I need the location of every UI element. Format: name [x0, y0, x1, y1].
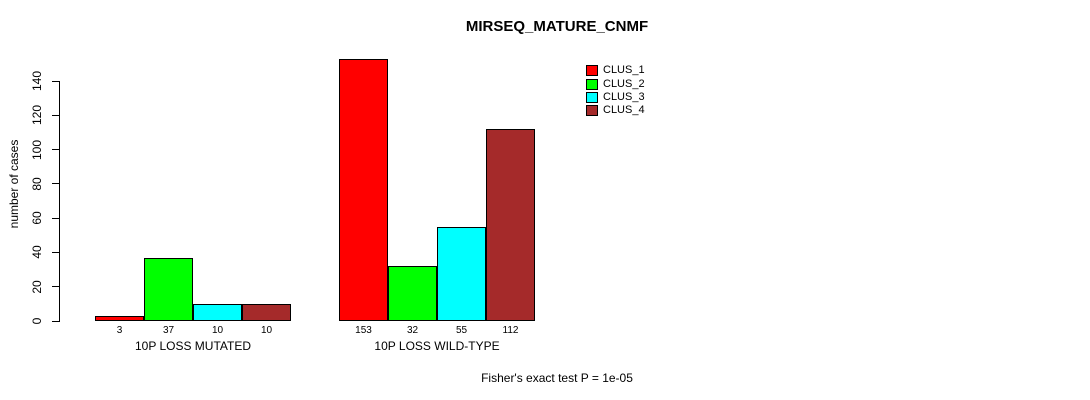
y-tick-mark: [52, 80, 59, 82]
y-tick-mark: [52, 217, 59, 219]
bar-value-label: 10: [211, 325, 224, 336]
bar-clus_4-mutated: [242, 304, 291, 321]
legend-swatch-clus_4: [586, 105, 598, 117]
legend-label: CLUS_3: [603, 90, 645, 103]
bar-value-label: 32: [406, 325, 419, 336]
legend-label: CLUS_2: [603, 77, 645, 90]
legend-swatch-clus_2: [586, 78, 598, 90]
statistical-test-annotation: Fisher's exact test P = 1e-05: [481, 371, 633, 385]
bar-clus_3-mutated: [193, 304, 242, 321]
y-tick-label: 20: [30, 280, 44, 294]
y-tick-mark: [52, 286, 59, 288]
y-tick-label: 120: [30, 105, 44, 126]
y-tick-label: 140: [30, 70, 44, 92]
legend-swatch-clus_1: [586, 65, 598, 77]
y-tick-mark: [52, 114, 59, 116]
legend-item-clus_3: CLUS_3: [586, 91, 645, 104]
y-axis-label: number of cases: [7, 139, 21, 229]
bar-clus_1-wild-type: [339, 59, 388, 321]
legend-item-clus_4: CLUS_4: [586, 104, 645, 117]
bar-value-label: 55: [455, 325, 468, 336]
bar-value-label: 37: [162, 325, 175, 336]
bar-clus_2-wild-type: [388, 266, 437, 321]
legend-item-clus_2: CLUS_2: [586, 77, 645, 90]
category-label: 10P LOSS WILD-TYPE: [374, 339, 500, 353]
legend: CLUS_1 CLUS_2 CLUS_3 CLUS_4: [586, 64, 645, 118]
y-tick-label: 60: [30, 211, 44, 225]
y-tick-label: 100: [30, 139, 44, 160]
category-label: 10P LOSS MUTATED: [134, 339, 252, 353]
y-tick-label: 0: [30, 317, 44, 325]
y-tick-mark: [52, 251, 59, 253]
bar-value-label: 153: [355, 325, 372, 336]
legend-item-clus_1: CLUS_1: [586, 64, 645, 77]
bar-value-label: 3: [116, 325, 123, 336]
bar-clus_2-mutated: [144, 258, 193, 321]
y-tick-mark: [52, 183, 59, 185]
bar-clus_4-wild-type: [486, 129, 535, 321]
y-axis-line: [59, 81, 60, 322]
bar-value-label: 10: [260, 325, 273, 336]
y-tick-mark: [52, 320, 59, 322]
y-tick-mark: [52, 149, 59, 151]
legend-label: CLUS_1: [603, 64, 645, 77]
legend-label: CLUS_4: [603, 104, 645, 117]
y-tick-label: 40: [30, 245, 44, 260]
bar-clus_1-mutated: [95, 316, 144, 321]
y-tick-label: 80: [30, 177, 44, 191]
chart-title: MIRSEQ_MATURE_CNMF: [465, 18, 649, 35]
legend-swatch-clus_3: [586, 91, 598, 103]
bar-value-label: 112: [502, 325, 519, 336]
bar-clus_3-wild-type: [437, 227, 486, 321]
